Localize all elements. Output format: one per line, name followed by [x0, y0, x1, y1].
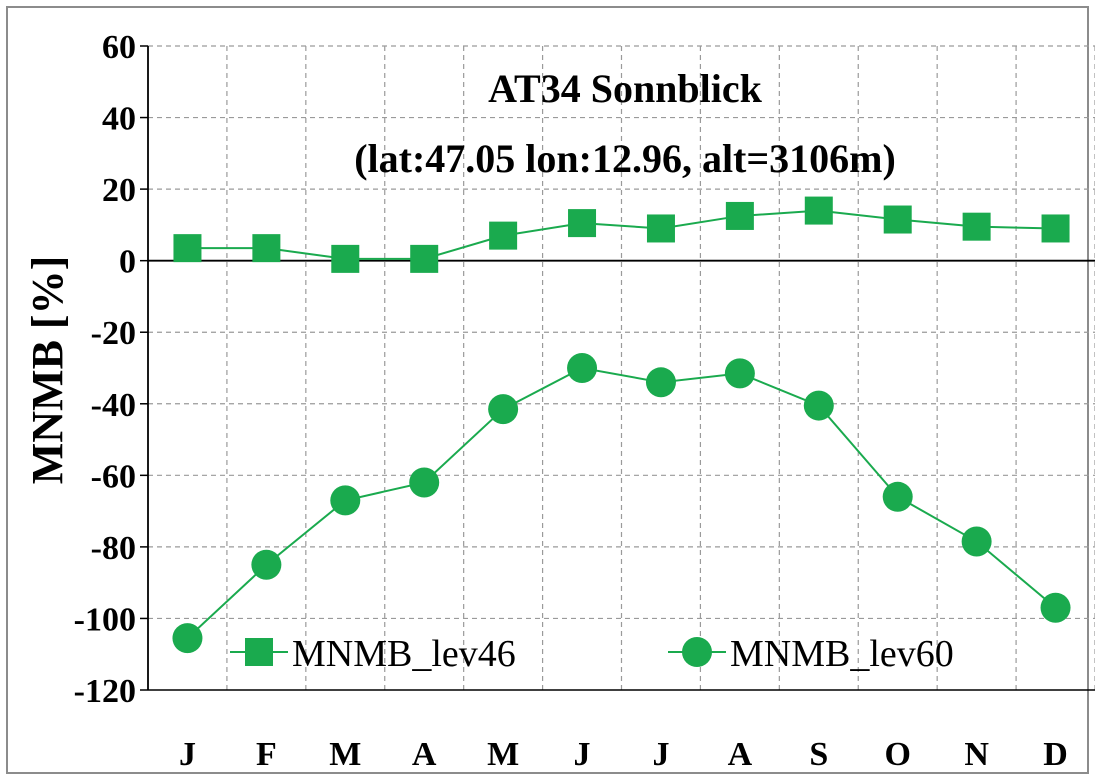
- x-tick-label: M: [487, 736, 519, 773]
- data-point-MNMB_lev46: [489, 221, 518, 250]
- data-point-MNMB_lev46: [331, 244, 360, 273]
- data-point-MNMB_lev46: [252, 234, 281, 263]
- legend-marker-lev60: [682, 637, 712, 667]
- data-point-MNMB_lev60: [567, 353, 598, 383]
- data-point-MNMB_lev46: [646, 214, 675, 243]
- x-tick-label: S: [809, 736, 828, 773]
- data-point-MNMB_lev46: [568, 209, 597, 238]
- series-layer: [172, 196, 1071, 654]
- x-tick-label: J: [179, 736, 196, 773]
- y-axis-label: MNMB [%]: [23, 256, 72, 485]
- x-tick-label: N: [964, 736, 989, 773]
- y-tick-label: 40: [102, 101, 136, 138]
- y-tick-label: 0: [119, 244, 136, 281]
- data-point-MNMB_lev46: [725, 201, 754, 230]
- x-tick-label: D: [1043, 736, 1068, 773]
- series-line-MNMB_lev60: [186, 366, 1057, 639]
- data-point-MNMB_lev46: [883, 205, 912, 234]
- x-tick-label: O: [884, 736, 910, 773]
- y-tick-label: -80: [91, 530, 136, 567]
- data-point-MNMB_lev46: [1041, 214, 1070, 243]
- y-tick-label: -120: [74, 673, 136, 710]
- data-point-MNMB_lev60: [488, 394, 519, 425]
- grid-layer: [148, 45, 1095, 690]
- legend-marker-lev46: [245, 638, 273, 666]
- chart-subtitle: (lat:47.05 lon:12.96, alt=3106m): [354, 136, 896, 181]
- data-point-MNMB_lev46: [962, 212, 991, 241]
- data-point-MNMB_lev60: [251, 549, 282, 580]
- data-point-MNMB_lev60: [1040, 592, 1071, 623]
- x-tick-label: J: [574, 736, 591, 773]
- y-tick-label: -40: [91, 387, 136, 424]
- data-point-MNMB_lev60: [172, 623, 203, 654]
- y-tick-label: 60: [102, 29, 136, 66]
- data-point-MNMB_lev46: [173, 234, 202, 263]
- x-tick-label: F: [256, 736, 277, 773]
- data-point-MNMB_lev60: [645, 367, 676, 398]
- x-tick-label: J: [652, 736, 669, 773]
- y-tick-label: -60: [91, 458, 136, 495]
- legend: MNMB_lev46 MNMB_lev60: [230, 633, 954, 675]
- y-tick-label: -20: [91, 315, 136, 352]
- data-point-MNMB_lev46: [804, 196, 833, 225]
- data-point-MNMB_lev60: [803, 390, 834, 421]
- data-point-MNMB_lev60: [724, 358, 755, 389]
- data-point-MNMB_lev46: [410, 244, 439, 273]
- x-tick-label: M: [329, 736, 361, 773]
- data-point-MNMB_lev60: [409, 467, 440, 498]
- legend-label-lev46: MNMB_lev46: [292, 633, 516, 675]
- data-point-MNMB_lev60: [961, 526, 992, 557]
- y-tick-label: 20: [102, 172, 136, 209]
- chart-title: AT34 Sonnblick: [488, 66, 763, 111]
- data-point-MNMB_lev60: [330, 485, 361, 516]
- legend-label-lev60: MNMB_lev60: [730, 633, 954, 675]
- data-point-MNMB_lev60: [882, 481, 913, 512]
- y-tick-label: -100: [74, 601, 136, 638]
- axis-layer: 60 40 20 0 -20 -40 -60 -80 -100 -120 J F M A M J J A S O N D: [74, 29, 1095, 773]
- x-tick-label: A: [412, 736, 437, 773]
- x-tick-label: A: [728, 736, 753, 773]
